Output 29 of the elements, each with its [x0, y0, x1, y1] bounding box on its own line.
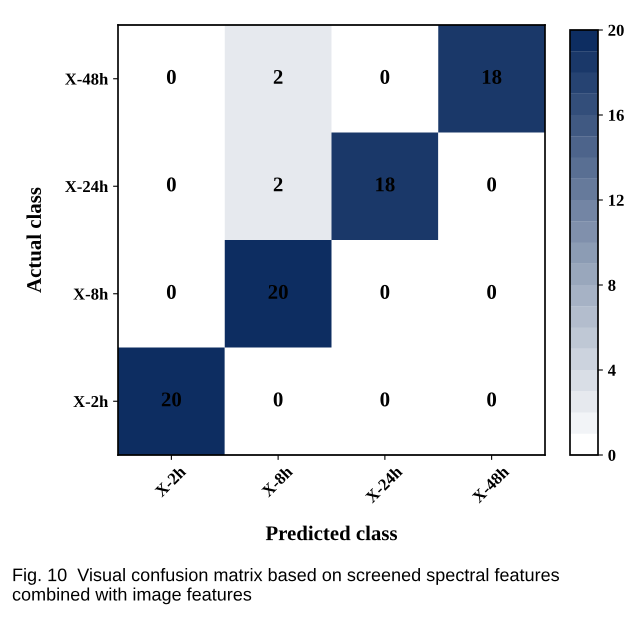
- color-bar-label: 0: [608, 450, 616, 461]
- data-label: 0: [487, 284, 496, 299]
- y-axis-title: Actual class: [26, 188, 42, 293]
- data-label: 18: [376, 177, 395, 192]
- data-label: 0: [487, 177, 496, 192]
- color-bar-label: 16: [609, 110, 624, 121]
- color-bar-label: 20: [608, 24, 624, 36]
- data-label: 2: [274, 70, 282, 84]
- y-tick-label: X-24h: [65, 180, 108, 192]
- data-label: 0: [166, 177, 176, 192]
- x-axis-title: Predicted class: [266, 526, 398, 540]
- data-label: 0: [380, 392, 390, 406]
- data-label: 0: [166, 70, 176, 84]
- data-label: 0: [380, 284, 390, 299]
- data-label: 0: [380, 70, 390, 84]
- data-label: 0: [166, 284, 176, 299]
- data-label: 0: [487, 392, 496, 406]
- color-bar-label: 4: [608, 364, 616, 376]
- data-label: 0: [274, 392, 283, 406]
- y-tick-label: X-2h: [73, 395, 108, 408]
- y-tick-label: X-8h: [73, 288, 108, 300]
- data-label: 20: [162, 392, 181, 406]
- data-label: 18: [482, 70, 502, 84]
- data-label: 20: [268, 284, 288, 299]
- color-bar-label: 12: [609, 194, 624, 206]
- y-tick-label: X-48h: [65, 72, 108, 85]
- data-label: 2: [274, 177, 282, 192]
- caption: Fig. 10 Visual confusion matrix based on screened spectral features combined with image features: [12, 568, 560, 604]
- color-bar-label: 8: [608, 280, 616, 291]
